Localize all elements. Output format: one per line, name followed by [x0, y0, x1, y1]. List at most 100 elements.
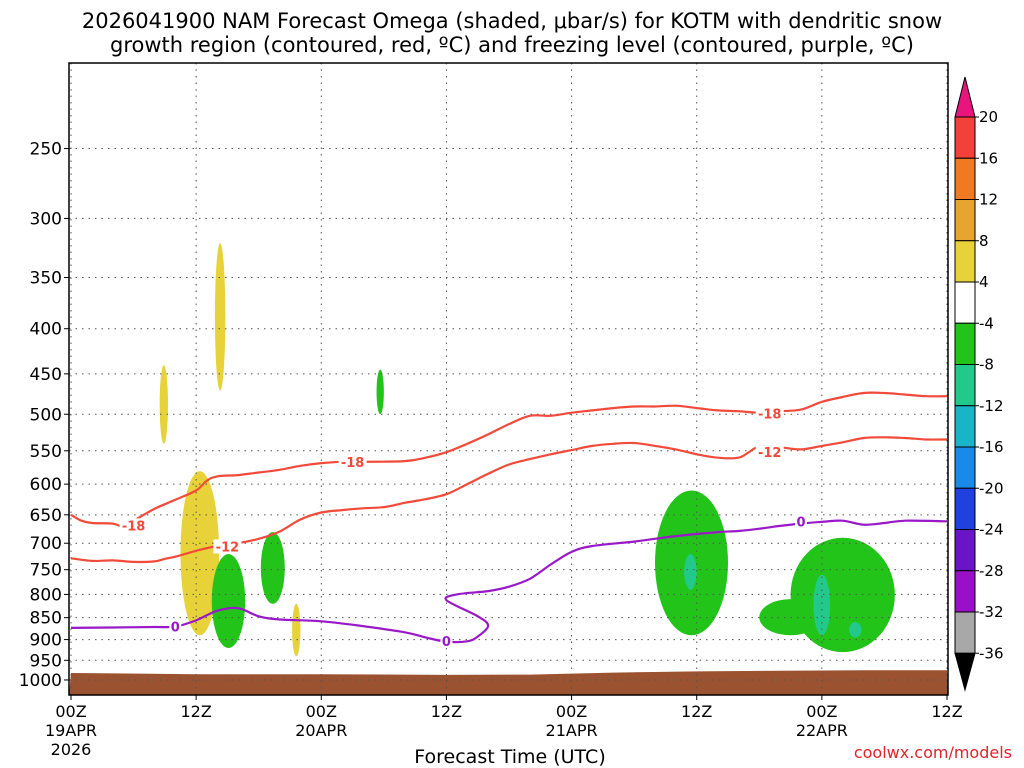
- omega-region-10: [684, 554, 697, 590]
- omega-region-0: [214, 243, 226, 391]
- omega-region-2: [180, 471, 220, 636]
- colorbar-segment: [954, 240, 976, 283]
- colorbar-label: -36: [979, 644, 1004, 662]
- contour-label: -12: [758, 446, 782, 461]
- x-tick-label: 12Z: [431, 702, 462, 721]
- x-tick-date: 21APR: [546, 721, 598, 740]
- contour-label-bg: [213, 539, 242, 554]
- contour-label: -12: [216, 541, 240, 556]
- colorbar-label: 20: [979, 108, 998, 126]
- colorbar-segment: [954, 611, 976, 654]
- colorbar-label: 4: [979, 273, 989, 291]
- x-tick-label: 00Z: [306, 702, 337, 721]
- colorbar-segment: [954, 446, 976, 489]
- x-tick-label: 12Z: [681, 702, 712, 721]
- contour-label-bg: [169, 619, 182, 634]
- x-tick-label: 00Z: [806, 702, 837, 721]
- omega-region-5: [211, 554, 246, 649]
- contour-label-bg: [755, 406, 784, 421]
- contour-label: 0: [442, 635, 451, 650]
- colorbar: 20 16 12 8 4 -4 -8 -12 -16 -20 -24 -28 -32 -36: [954, 76, 1004, 692]
- x-tick-year: 2026: [51, 740, 92, 759]
- omega-region-1: [159, 365, 168, 444]
- contour-label-bg: [795, 514, 807, 529]
- y-axis-ticks: 2503003504004505005506006507007508008509…: [19, 140, 69, 691]
- y-tick-label: 600: [30, 475, 62, 495]
- contour-line: [70, 391, 948, 528]
- x-tick-label: 12Z: [931, 702, 962, 721]
- y-tick-label: 550: [30, 442, 62, 462]
- colorbar-label: -32: [979, 603, 1004, 621]
- colorbar-label: -16: [979, 438, 1004, 456]
- colorbar-label: 16: [979, 149, 998, 167]
- colorbar-segment: [954, 157, 976, 200]
- contour-label-bg: [119, 518, 148, 533]
- x-tick-label: 12Z: [180, 702, 211, 721]
- y-tick-label: 900: [30, 631, 62, 651]
- colorbar-segment: [954, 364, 976, 407]
- y-tick-label: 1000: [19, 671, 62, 691]
- y-tick-label: 450: [30, 365, 62, 385]
- y-tick-label: 850: [30, 609, 62, 629]
- terrain-fill: [69, 670, 948, 695]
- contour-label: -18: [122, 519, 146, 534]
- colorbar-segment: [954, 405, 976, 448]
- contour-lines: -18 -18 -18 -12 -12 0 0 0: [70, 391, 948, 650]
- colorbar-top-arrow: [954, 76, 976, 118]
- colorbar-label: -28: [979, 562, 1004, 580]
- colorbar-segment: [954, 487, 976, 530]
- y-tick-label: 650: [30, 506, 62, 526]
- omega-region-6: [260, 532, 285, 604]
- chart-title-line-2: growth region (contoured, red, ºC) and f…: [110, 33, 914, 57]
- omega-region-12: [848, 622, 862, 638]
- colorbar-label: 8: [979, 232, 989, 250]
- omega-region-3: [292, 603, 301, 657]
- x-tick-date: 19APR: [45, 721, 97, 740]
- colorbar-segment: [954, 281, 976, 324]
- contour-line: [70, 519, 948, 644]
- x-tick-date: 22APR: [796, 721, 848, 740]
- y-tick-label: 400: [30, 320, 62, 340]
- colorbar-segment: [954, 199, 976, 242]
- y-tick-label: 700: [30, 534, 62, 554]
- colorbar-segment: [954, 116, 976, 159]
- x-axis-title: Forecast Time (UTC): [414, 746, 606, 768]
- terrain-surface: [69, 670, 948, 695]
- contour-label-bg: [338, 454, 367, 469]
- y-tick-label: 250: [30, 140, 62, 160]
- contour-label: 0: [796, 515, 805, 530]
- x-tick-label: 00Z: [55, 702, 86, 721]
- contour-line: [70, 436, 948, 564]
- omega-region-11: [813, 574, 831, 636]
- colorbar-segment: [954, 529, 976, 572]
- contour-label: -18: [341, 456, 365, 471]
- colorbar-label: -8: [979, 356, 994, 374]
- x-tick-date: 20APR: [295, 721, 347, 740]
- colorbar-label: -20: [979, 479, 1004, 497]
- y-tick-label: 500: [30, 405, 62, 425]
- contour-label: -18: [758, 407, 782, 422]
- x-tick-label: 00Z: [556, 702, 587, 721]
- colorbar-segment: [954, 570, 976, 613]
- chart-title-line-1: 2026041900 NAM Forecast Omega (shaded, μ…: [81, 9, 943, 33]
- y-tick-label: 800: [30, 585, 62, 605]
- colorbar-segment: [954, 322, 976, 365]
- colorbar-label: -24: [979, 521, 1004, 539]
- contour-label-bg: [755, 445, 784, 460]
- plot-frame: [68, 62, 949, 696]
- colorbar-label: -12: [979, 397, 1004, 415]
- colorbar-label: 12: [979, 191, 998, 209]
- y-tick-label: 350: [30, 269, 62, 289]
- grid-lines: [69, 63, 948, 695]
- credit-text: coolwx.com/models: [853, 743, 1012, 762]
- y-tick-label: 300: [30, 209, 62, 229]
- y-tick-label: 950: [30, 651, 62, 671]
- y-tick-label: 750: [30, 561, 62, 581]
- contour-label: 0: [171, 621, 180, 636]
- contour-label-bg: [440, 633, 453, 648]
- colorbar-label: -4: [979, 314, 994, 332]
- omega-region-4: [376, 369, 384, 415]
- colorbar-bottom-arrow: [954, 652, 976, 692]
